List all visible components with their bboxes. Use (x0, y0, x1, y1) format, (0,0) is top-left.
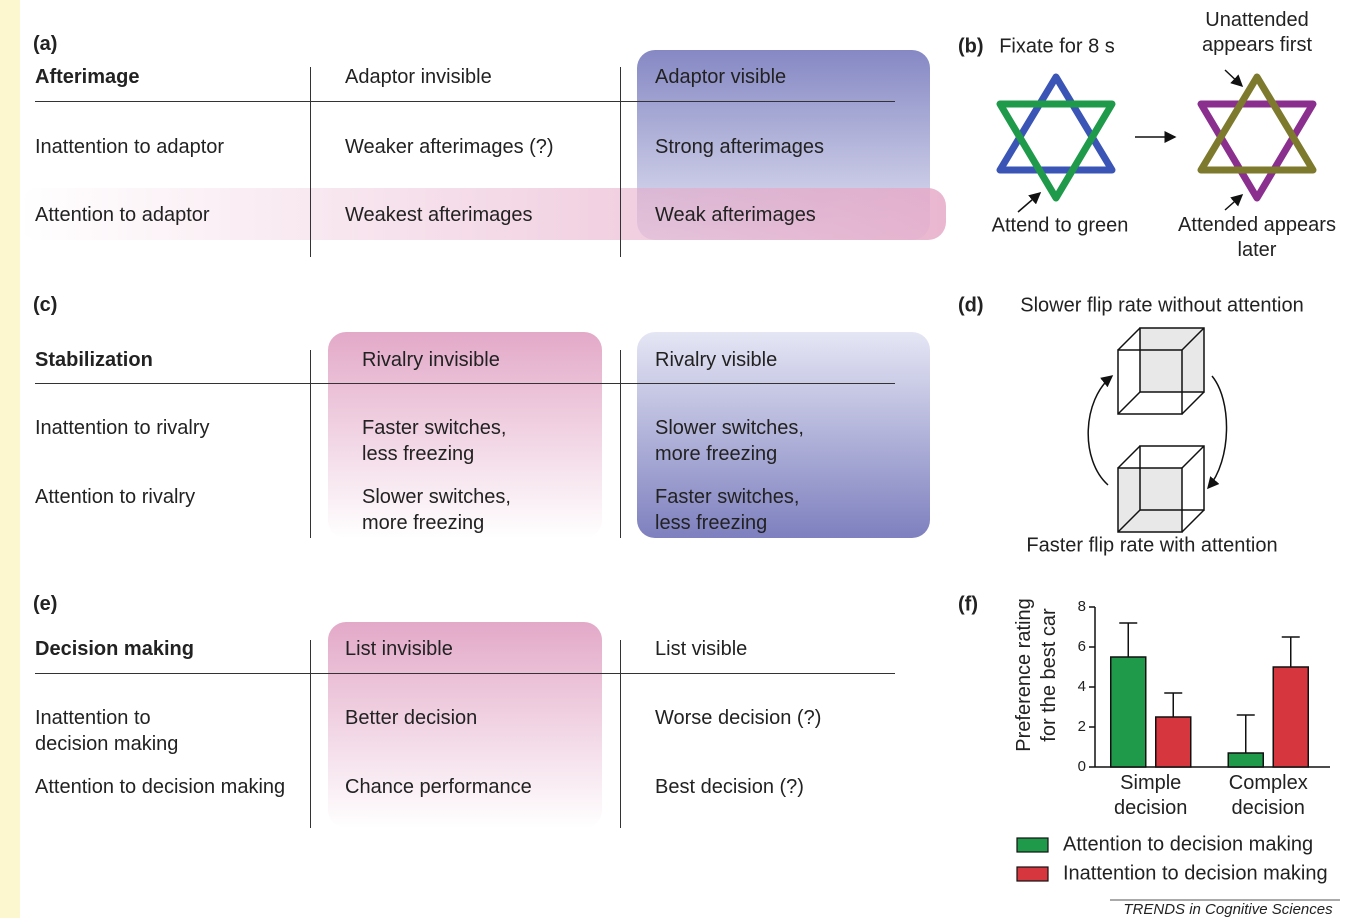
legend-label: Attention to decision making (1063, 833, 1313, 855)
panel-label: (f) (958, 593, 978, 615)
panel-label: (c) (33, 294, 58, 316)
panel-label: (a) (33, 33, 58, 55)
error-bar (1236, 714, 1255, 753)
column-header: Adaptor visible (655, 66, 787, 88)
error-bar (1281, 636, 1300, 667)
legend-swatch (1016, 866, 1049, 882)
table-cell: Strong afterimages (655, 136, 824, 158)
divider (620, 350, 622, 538)
table-cell: Inattention to rivalry (35, 417, 210, 439)
column-header: Adaptor invisible (345, 66, 492, 88)
column-header: Rivalry invisible (362, 349, 500, 371)
bar (1272, 666, 1309, 768)
table-cell: Chance performance (345, 776, 532, 798)
panel-label: (e) (33, 593, 58, 615)
arrow (1224, 69, 1244, 88)
caption: Attended appears later (1178, 214, 1336, 261)
legend-label: Inattention to decision making (1063, 862, 1328, 884)
cube (1117, 327, 1205, 415)
divider (310, 640, 312, 828)
cube (1117, 445, 1205, 533)
caption: Fixate for 8 s (999, 35, 1115, 57)
rule (35, 101, 895, 103)
divider (620, 640, 622, 828)
bar (1227, 752, 1264, 768)
legend-swatch (1016, 837, 1049, 853)
arrow (1224, 194, 1244, 211)
arrow (1207, 375, 1228, 490)
highlight (328, 332, 602, 538)
table-cell: Weak afterimages (655, 204, 816, 226)
x-tick-label: Simple decision (1114, 772, 1187, 819)
table-cell: Inattention to adaptor (35, 136, 225, 158)
y-tick-label: 6 (1078, 638, 1086, 655)
column-header: Decision making (35, 638, 194, 660)
table-cell: Faster switches, less freezing (362, 417, 507, 465)
table-cell: Inattention to decision making (35, 707, 179, 755)
triangle (1197, 100, 1317, 202)
table-cell: Weakest afterimages (345, 204, 533, 226)
arrow (1017, 192, 1042, 213)
column-header: Rivalry visible (655, 349, 778, 371)
x-tick-label: Complex decision (1229, 772, 1308, 819)
triangle (1197, 73, 1317, 174)
table-cell: Attention to adaptor (35, 204, 210, 226)
table-cell: Slower switches, more freezing (362, 486, 511, 534)
column-header: Stabilization (35, 349, 153, 371)
bar (1155, 716, 1192, 768)
caption: Slower flip rate without attention (1020, 294, 1304, 316)
footer: TRENDS in Cognitive Sciences (1123, 901, 1333, 918)
arrow (1087, 375, 1114, 486)
highlight (637, 332, 930, 538)
panel-label: (b) (958, 35, 984, 57)
y-tick-label: 8 (1078, 598, 1086, 615)
divider (620, 67, 622, 257)
y-tick-label: 2 (1078, 718, 1086, 735)
table-cell: Attention to decision making (35, 776, 286, 798)
triangle (996, 73, 1116, 174)
margin-strip (0, 0, 20, 918)
highlight (328, 622, 602, 828)
error-bar (1164, 692, 1183, 717)
rule (35, 383, 895, 385)
table-cell: Best decision (?) (655, 776, 804, 798)
caption: Attend to green (992, 214, 1129, 236)
column-header: Afterimage (35, 66, 140, 88)
column-header: List visible (655, 638, 748, 660)
divider (310, 350, 312, 538)
highlight (20, 188, 946, 240)
y-tick-label: 4 (1078, 678, 1086, 695)
table-cell: Faster switches, less freezing (655, 486, 800, 534)
table-cell: Weaker afterimages (?) (345, 136, 554, 158)
y-tick-label: 0 (1078, 758, 1086, 775)
table-cell: Attention to rivalry (35, 486, 196, 508)
divider (310, 67, 312, 257)
rule (35, 673, 895, 675)
table-cell: Better decision (345, 707, 478, 729)
triangle (996, 100, 1116, 202)
table-cell: Slower switches, more freezing (655, 417, 804, 465)
y-axis-label: Preference rating for the best car (1013, 598, 1060, 751)
column-header: List invisible (345, 638, 453, 660)
caption: Faster flip rate with attention (1026, 534, 1277, 556)
caption: Unattended appears first (1202, 9, 1312, 56)
bar (1110, 656, 1147, 768)
error-bar (1119, 622, 1138, 657)
panel-label: (d) (958, 294, 984, 316)
bar-chart: 0 2 4 6 8 Preference rating for the best car Si… (1013, 598, 1330, 884)
table-cell: Worse decision (?) (655, 707, 822, 729)
